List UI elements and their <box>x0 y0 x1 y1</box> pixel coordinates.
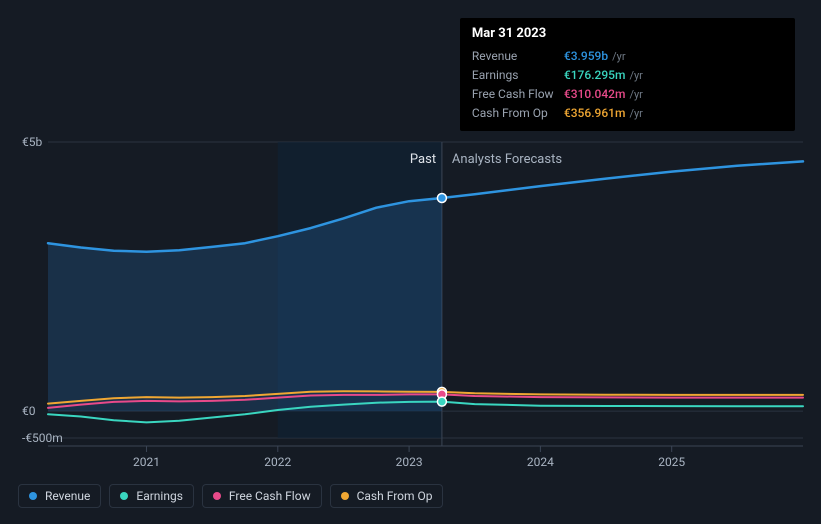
legend-dot-icon <box>341 492 349 500</box>
tooltip-metric-value: €310.042m <box>564 85 626 103</box>
financial-chart: €5b €0 -€500m 2021 2022 2023 2024 2025 Past An… <box>18 0 803 524</box>
tooltip-metric-label: Cash From Op <box>472 104 564 122</box>
tooltip-metric-label: Free Cash Flow <box>472 85 564 103</box>
tooltip-metric-label: Revenue <box>472 47 564 65</box>
legend-dot-icon <box>29 492 37 500</box>
chart-legend: Revenue Earnings Free Cash Flow Cash From O… <box>18 484 443 508</box>
legend-label: Cash From Op <box>357 489 433 503</box>
legend-dot-icon <box>213 492 221 500</box>
tooltip-metric-unit: /yr <box>612 48 625 66</box>
y-axis-label: -€500m <box>22 431 63 445</box>
tooltip-metric-value: €3.959b <box>564 47 608 65</box>
x-axis-label: 2023 <box>396 455 423 469</box>
y-axis-label: €0 <box>22 404 36 418</box>
tooltip-metric-value: €356.961m <box>564 104 626 122</box>
legend-dot-icon <box>120 492 128 500</box>
past-region-label: Past <box>410 152 436 167</box>
tooltip-date: Mar 31 2023 <box>472 26 783 41</box>
y-axis-label: €5b <box>22 135 42 149</box>
legend-label: Free Cash Flow <box>229 489 311 503</box>
x-axis-label: 2022 <box>264 455 291 469</box>
x-axis-label: 2021 <box>133 455 160 469</box>
legend-label: Revenue <box>45 489 90 503</box>
tooltip-metric-value: €176.295m <box>564 66 626 84</box>
legend-item-cash-from-op[interactable]: Cash From Op <box>330 484 444 508</box>
x-axis-label: 2025 <box>658 455 685 469</box>
tooltip-metric-unit: /yr <box>629 86 642 104</box>
legend-item-free-cash-flow[interactable]: Free Cash Flow <box>202 484 322 508</box>
tooltip-row: Earnings€176.295m/yr <box>472 66 783 85</box>
legend-item-earnings[interactable]: Earnings <box>109 484 194 508</box>
tooltip-metric-unit: /yr <box>629 67 642 85</box>
tooltip-metric-unit: /yr <box>629 105 642 123</box>
legend-label: Earnings <box>136 489 183 503</box>
tooltip-row: Free Cash Flow€310.042m/yr <box>472 85 783 104</box>
hover-tooltip: Mar 31 2023 Revenue€3.959b/yrEarnings€17… <box>460 18 795 131</box>
tooltip-row: Revenue€3.959b/yr <box>472 47 783 66</box>
legend-item-revenue[interactable]: Revenue <box>18 484 101 508</box>
tooltip-row: Cash From Op€356.961m/yr <box>472 104 783 123</box>
forecast-region-label: Analysts Forecasts <box>452 152 562 167</box>
x-axis-label: 2024 <box>527 455 554 469</box>
tooltip-metric-label: Earnings <box>472 66 564 84</box>
